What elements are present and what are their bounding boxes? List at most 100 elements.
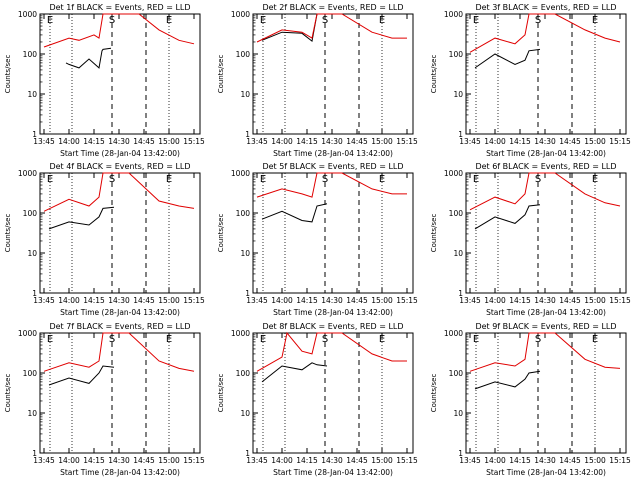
x-tick-label: 13:45 [33,137,55,146]
chart-title: Det 7f BLACK = Events, RED = LLD [49,322,190,331]
y-tick-label: 1000 [18,169,37,178]
x-tick-label: 13:45 [33,296,55,305]
lld-series-line [43,13,195,48]
x-tick-label: 15:00 [584,456,606,465]
marker-label-s: S [109,334,115,345]
x-tick-label: 15:00 [371,296,393,305]
y-tick-label: 1 [245,130,250,139]
chart-title: Det 1f BLACK = Events, RED = LLD [49,3,190,12]
x-tick-label: 15:00 [371,137,393,146]
events-series-line [474,204,541,230]
chart-panel-5: Det 5f BLACK = Events, RED = LLD Counts/s… [217,162,418,317]
x-tick-label: 14:45 [346,137,368,146]
x-tick-label: 14:15 [509,137,531,146]
marker-label-e: E [260,15,266,26]
lld-series-line [43,332,195,372]
x-axis-label: Start Time (28-Jan-04 13:42:00) [486,308,606,317]
y-axis-label: Counts/sec [217,214,225,253]
y-tick-label: 1 [32,130,37,139]
x-tick-label: 14:15 [83,456,105,465]
x-tick-label: 14:30 [534,137,556,146]
y-tick-label: 10 [240,249,250,258]
x-tick-label: 14:45 [346,296,368,305]
y-tick-label: 100 [23,50,38,59]
y-tick-label: 10 [453,409,463,418]
y-axis-label: Counts/sec [430,55,438,94]
marker-label-e: E [473,334,479,345]
x-tick-label: 15:00 [158,296,180,305]
x-tick-label: 14:00 [271,296,293,305]
x-tick-label: 14:15 [296,296,318,305]
chart-title: Det 5f BLACK = Events, RED = LLD [262,162,403,171]
x-tick-label: 14:00 [58,137,80,146]
marker-label-s: S [535,174,541,185]
y-tick-label: 100 [236,50,251,59]
marker-label-e: E [47,15,53,26]
marker-label-e: E [260,174,266,185]
events-series-line [261,13,327,43]
y-tick-label: 10 [453,249,463,258]
x-tick-label: 14:30 [321,137,343,146]
y-tick-label: 1 [32,289,37,298]
x-tick-label: 14:15 [83,296,105,305]
y-tick-label: 10 [240,90,250,99]
y-tick-label: 1 [32,449,37,458]
y-tick-label: 100 [449,369,464,378]
marker-label-e: E [47,334,53,345]
lld-series-line [256,172,407,198]
y-tick-label: 1000 [444,10,463,19]
x-tick-label: 14:00 [271,137,293,146]
chart-panel-2: Det 2f BLACK = Events, RED = LLD Counts/s… [217,3,418,158]
x-tick-label: 14:00 [271,456,293,465]
y-axis-label: Counts/sec [430,214,438,253]
x-axis-label: Start Time (28-Jan-04 13:42:00) [60,308,180,317]
y-tick-label: 10 [27,249,37,258]
x-tick-label: 14:30 [534,296,556,305]
chart-panel-8: Det 8f BLACK = Events, RED = LLD Counts/s… [217,322,418,477]
y-tick-label: 1 [458,130,463,139]
x-tick-label: 14:30 [108,137,130,146]
chart-panel-9: Det 9f BLACK = Events, RED = LLD Counts/s… [430,322,631,477]
x-axis-label: Start Time (28-Jan-04 13:42:00) [486,149,606,158]
y-axis-label: Counts/sec [430,374,438,413]
y-tick-label: 1000 [231,10,250,19]
x-axis-label: Start Time (28-Jan-04 13:42:00) [273,149,393,158]
x-tick-label: 13:45 [246,296,268,305]
y-tick-label: 1 [458,449,463,458]
x-tick-label: 13:45 [246,456,268,465]
y-tick-label: 1000 [231,329,250,338]
chart-title: Det 3f BLACK = Events, RED = LLD [475,3,616,12]
plot-frame [465,332,627,454]
marker-label-e: E [379,174,385,185]
plot-frame [465,13,627,135]
y-tick-label: 1 [245,289,250,298]
x-tick-label: 15:00 [158,456,180,465]
y-tick-label: 10 [27,409,37,418]
y-tick-label: 1 [458,289,463,298]
y-tick-label: 1000 [18,10,37,19]
x-tick-label: 15:15 [609,137,631,146]
y-tick-label: 100 [236,369,251,378]
x-tick-label: 15:00 [371,456,393,465]
x-tick-label: 14:15 [509,296,531,305]
x-tick-label: 15:15 [183,456,205,465]
events-series-line [48,365,115,386]
plot-frame [39,172,201,294]
chart-panel-6: Det 6f BLACK = Events, RED = LLD Counts/s… [430,162,631,317]
plot-frame [252,332,414,454]
chart-panel-4: Det 4f BLACK = Events, RED = LLD Counts/s… [4,162,205,317]
x-tick-label: 14:00 [58,296,80,305]
x-tick-label: 14:45 [133,296,155,305]
marker-label-e: E [592,174,598,185]
y-tick-label: 1000 [18,329,37,338]
x-tick-label: 14:30 [108,456,130,465]
x-tick-label: 14:45 [346,456,368,465]
x-tick-label: 14:00 [484,296,506,305]
x-tick-label: 15:15 [396,137,418,146]
chart-panel-1: Det 1f BLACK = Events, RED = LLD Counts/s… [4,3,205,158]
x-tick-label: 15:00 [584,296,606,305]
events-series-line [48,206,115,230]
marker-label-s: S [535,15,541,26]
y-axis-label: Counts/sec [217,55,225,94]
